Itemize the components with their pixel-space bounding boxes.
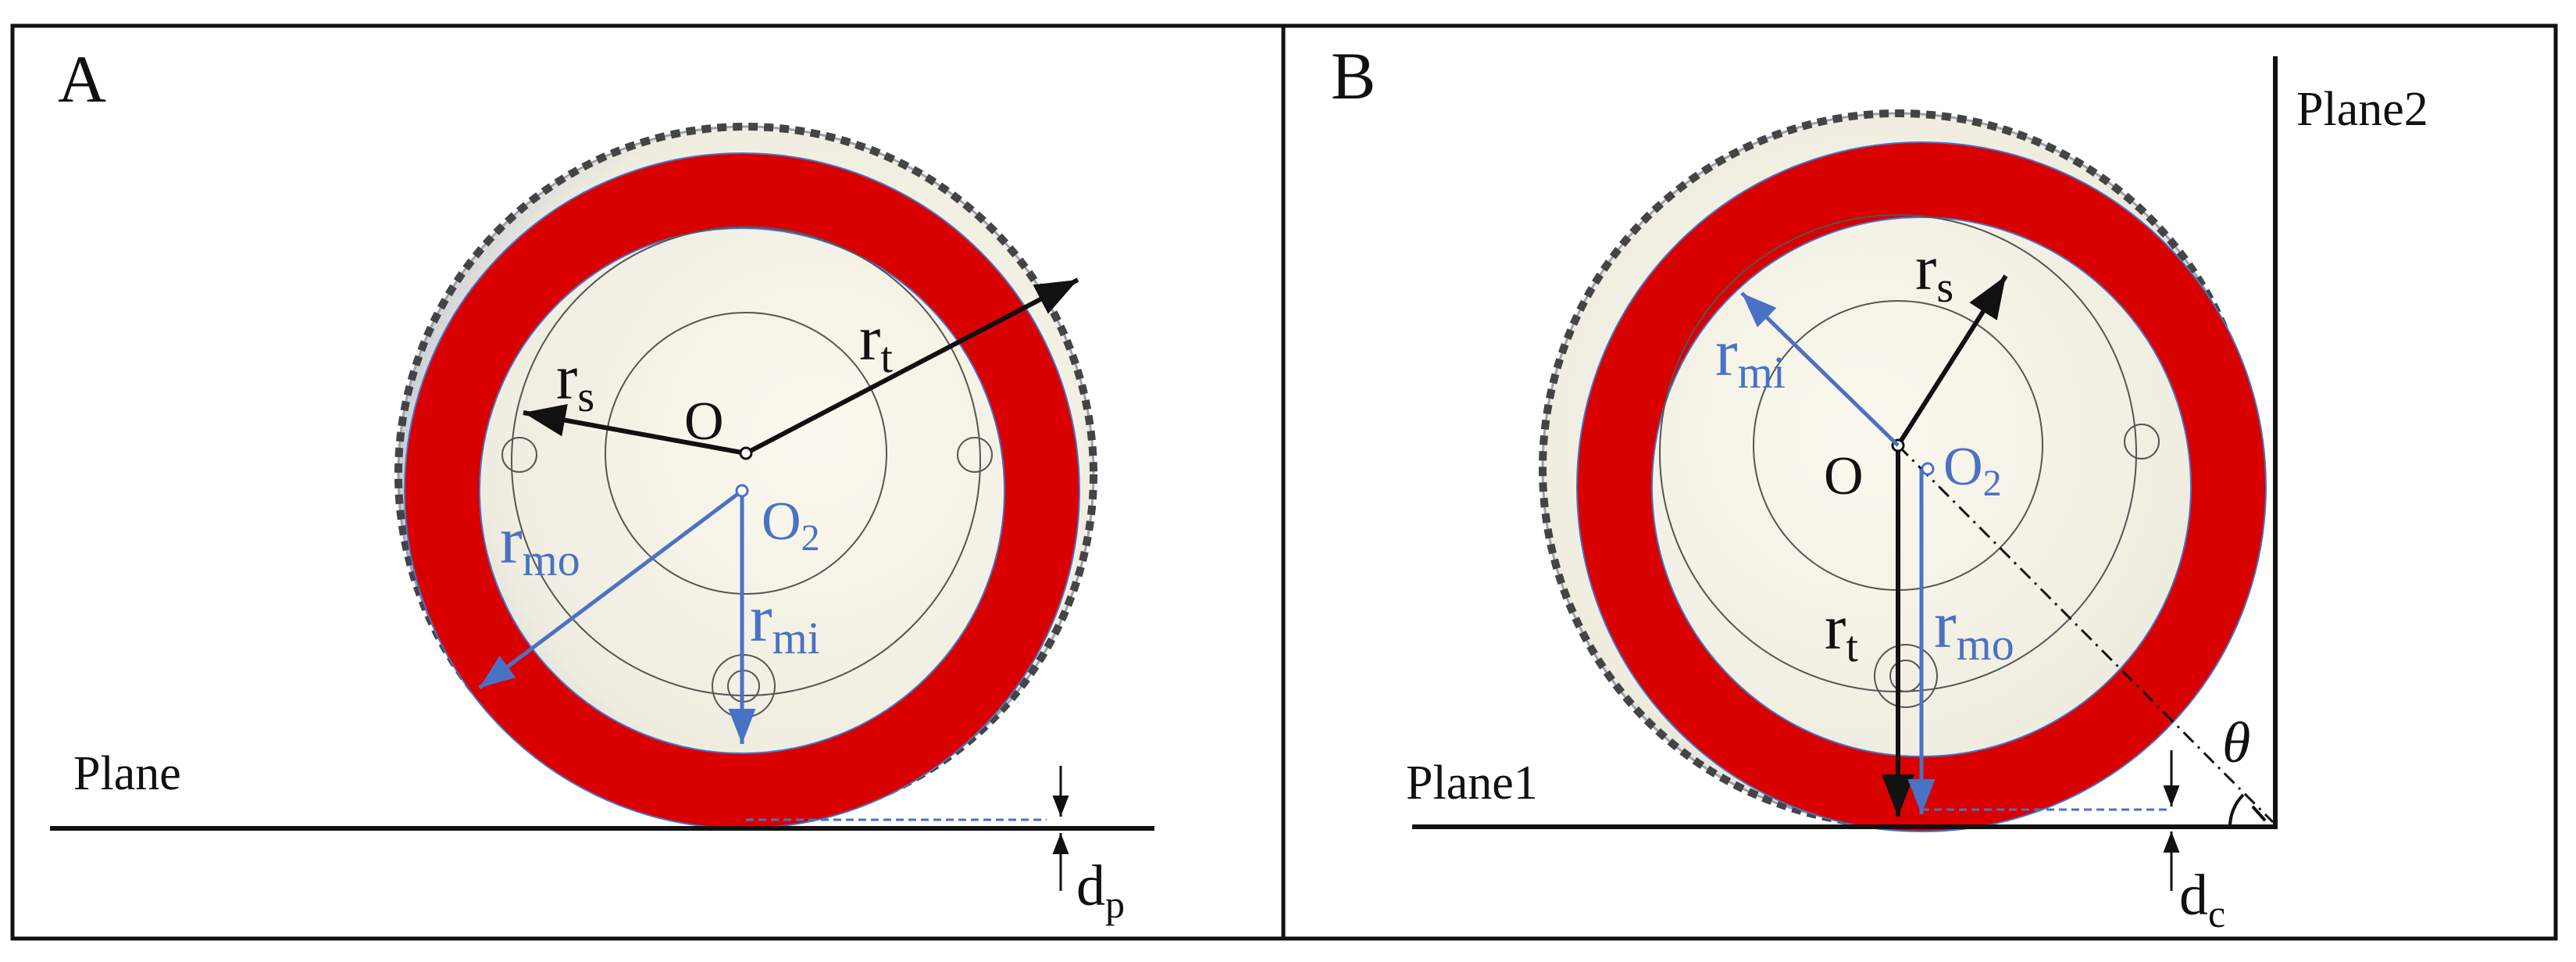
- magnet-ring-a: [405, 153, 1079, 828]
- diagonal-dashdot: [1896, 444, 2275, 824]
- rt-a-label: rt: [859, 302, 893, 382]
- radius-rmi-b: [1740, 291, 1900, 447]
- center-o-b-label: O: [1824, 446, 1864, 506]
- magnet-ring-b-outer-edge: [1576, 141, 2267, 832]
- hub-a-inner: [605, 312, 887, 595]
- panel-label-a: A: [58, 41, 106, 116]
- theta-arrowhead: [2251, 805, 2267, 822]
- rmo-a-label: rmo: [500, 502, 580, 585]
- plane-a-label: Plane: [73, 747, 181, 800]
- wheel-a-serrated-edge: [394, 123, 1097, 826]
- rs-a-label: rs: [556, 342, 594, 421]
- bolt-b-right: [2124, 424, 2160, 460]
- rt-b-label: rt: [1825, 592, 1858, 671]
- radius-rs-b: [1896, 274, 2008, 447]
- radius-rt-a: [744, 277, 1079, 456]
- plane2-label: Plane2: [2296, 83, 2428, 136]
- rmi-a-label: rmi: [750, 581, 820, 663]
- center-o2-b-label: O2: [1943, 437, 2002, 504]
- radius-rs-a: [523, 404, 747, 456]
- bolt-a-left: [501, 437, 537, 473]
- bolt-b-bottom: [1874, 644, 1938, 708]
- panel-label-b: B: [1331, 38, 1375, 113]
- center-o-a-label: O: [684, 392, 724, 452]
- bolt-a-right: [957, 437, 993, 473]
- panel-b: B Plane1 Plane2 dc θ O rs r: [1331, 38, 2428, 935]
- hub-a-outer: [511, 226, 981, 696]
- theta-label: θ: [2222, 711, 2250, 775]
- magnet-ring-a-inner-edge: [479, 227, 1005, 754]
- radius-rmo-a: [478, 489, 744, 689]
- plane1-label: Plane1: [1406, 756, 1538, 810]
- center-o2-a: [735, 484, 749, 498]
- gap-a-label: dp: [1076, 854, 1125, 926]
- gap-b-label: dc: [2179, 864, 2225, 935]
- rmo-b-label: rmo: [1934, 587, 2014, 670]
- center-o2-b: [1921, 462, 1935, 476]
- rs-b-label: rs: [1915, 232, 1953, 312]
- center-o-a: [739, 446, 753, 460]
- panel-a: A Plane dp O rs rt O2 rmo rmi: [50, 41, 1154, 926]
- theta-arc: [2228, 793, 2245, 828]
- center-o2-a-label: O2: [762, 492, 820, 559]
- rmi-b-label: rmi: [1715, 315, 1786, 398]
